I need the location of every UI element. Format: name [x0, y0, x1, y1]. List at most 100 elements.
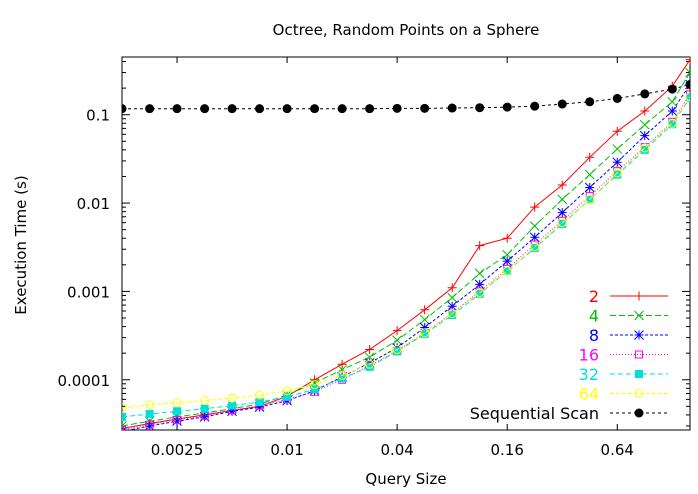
data-point [634, 408, 644, 418]
data-point [585, 194, 595, 204]
data-point [685, 67, 690, 78]
data-point [337, 370, 347, 380]
data-point [612, 126, 622, 136]
axes: 0.0025 0.01 0.04 0.16 0.64 0.1 0.01 0.001 0.0001 [58, 56, 691, 459]
data-point [310, 380, 320, 390]
data-point [337, 359, 347, 369]
data-point [475, 103, 485, 113]
data-point [282, 104, 292, 114]
data-point [530, 202, 540, 212]
y-tick-label: 0.0001 [58, 372, 111, 390]
data-point [227, 393, 237, 403]
data-point [612, 93, 622, 103]
series-line [122, 97, 690, 418]
data-point [585, 152, 595, 162]
legend-label: 64 [579, 385, 599, 404]
data-point [420, 103, 430, 113]
data-point [634, 310, 644, 321]
data-point [365, 359, 375, 369]
data-point [557, 218, 567, 228]
data-point [173, 407, 182, 416]
legend-label: 2 [589, 287, 599, 306]
legend-label: 8 [589, 326, 599, 345]
data-point [255, 104, 265, 114]
series-6 [122, 79, 690, 114]
series-group [122, 57, 690, 430]
data-point [447, 103, 457, 113]
x-tick-label: 0.01 [270, 441, 303, 459]
series-line [122, 59, 690, 430]
data-point [392, 345, 402, 355]
series-line [126, 84, 690, 430]
data-point [145, 400, 155, 410]
data-point [584, 169, 595, 180]
data-point [227, 104, 237, 114]
data-point [200, 104, 210, 114]
data-point [255, 390, 265, 400]
data-point [613, 170, 622, 179]
data-point [612, 168, 622, 178]
data-point [145, 409, 154, 418]
y-tick-label: 0.1 [86, 107, 110, 125]
data-point [447, 309, 457, 319]
data-point [145, 420, 154, 429]
data-point [639, 119, 650, 130]
data-point [640, 143, 650, 153]
series-1 [122, 67, 690, 430]
data-point [420, 329, 429, 338]
chart-title: Octree, Random Points on a Sphere [273, 21, 540, 39]
data-point [122, 403, 127, 413]
data-point [640, 106, 650, 116]
data-point [557, 180, 567, 190]
data-point [173, 416, 182, 425]
data-point [172, 104, 182, 114]
data-point [200, 396, 210, 406]
data-point [612, 144, 623, 154]
data-point [392, 335, 402, 346]
data-point [283, 392, 292, 401]
data-point [255, 398, 264, 407]
data-point [557, 99, 567, 109]
data-point [502, 233, 512, 243]
data-point [365, 362, 374, 371]
data-point [640, 145, 649, 154]
data-point [474, 268, 485, 279]
data-point [530, 242, 540, 252]
data-point [667, 96, 678, 107]
data-point [474, 279, 485, 290]
data-point [447, 292, 458, 303]
data-point [686, 93, 690, 102]
data-point [475, 288, 485, 298]
data-point [667, 84, 677, 94]
x-axis-label: Query Size [365, 470, 446, 488]
data-point [420, 305, 430, 315]
data-point [639, 130, 650, 141]
legend-label: Sequential Scan [470, 404, 599, 423]
data-point [612, 157, 623, 168]
series-4 [122, 93, 690, 421]
data-point [634, 330, 644, 340]
data-point [640, 89, 650, 99]
data-point [227, 406, 237, 417]
series-3 [122, 90, 690, 430]
data-point [635, 350, 643, 359]
data-point [172, 416, 182, 427]
data-point [365, 104, 375, 114]
data-point [502, 266, 512, 276]
data-point [338, 374, 347, 383]
data-point [365, 345, 375, 355]
data-point [529, 221, 540, 231]
plot-frame [121, 56, 691, 431]
data-point [228, 401, 237, 410]
data-point [667, 106, 678, 116]
data-point [558, 219, 567, 228]
data-point [448, 311, 457, 320]
data-point [634, 291, 644, 301]
data-point [447, 283, 457, 293]
x-tick-label: 0.64 [601, 441, 634, 459]
data-point [199, 412, 210, 422]
data-point [475, 241, 485, 251]
data-point [585, 97, 595, 107]
data-point [172, 398, 182, 408]
